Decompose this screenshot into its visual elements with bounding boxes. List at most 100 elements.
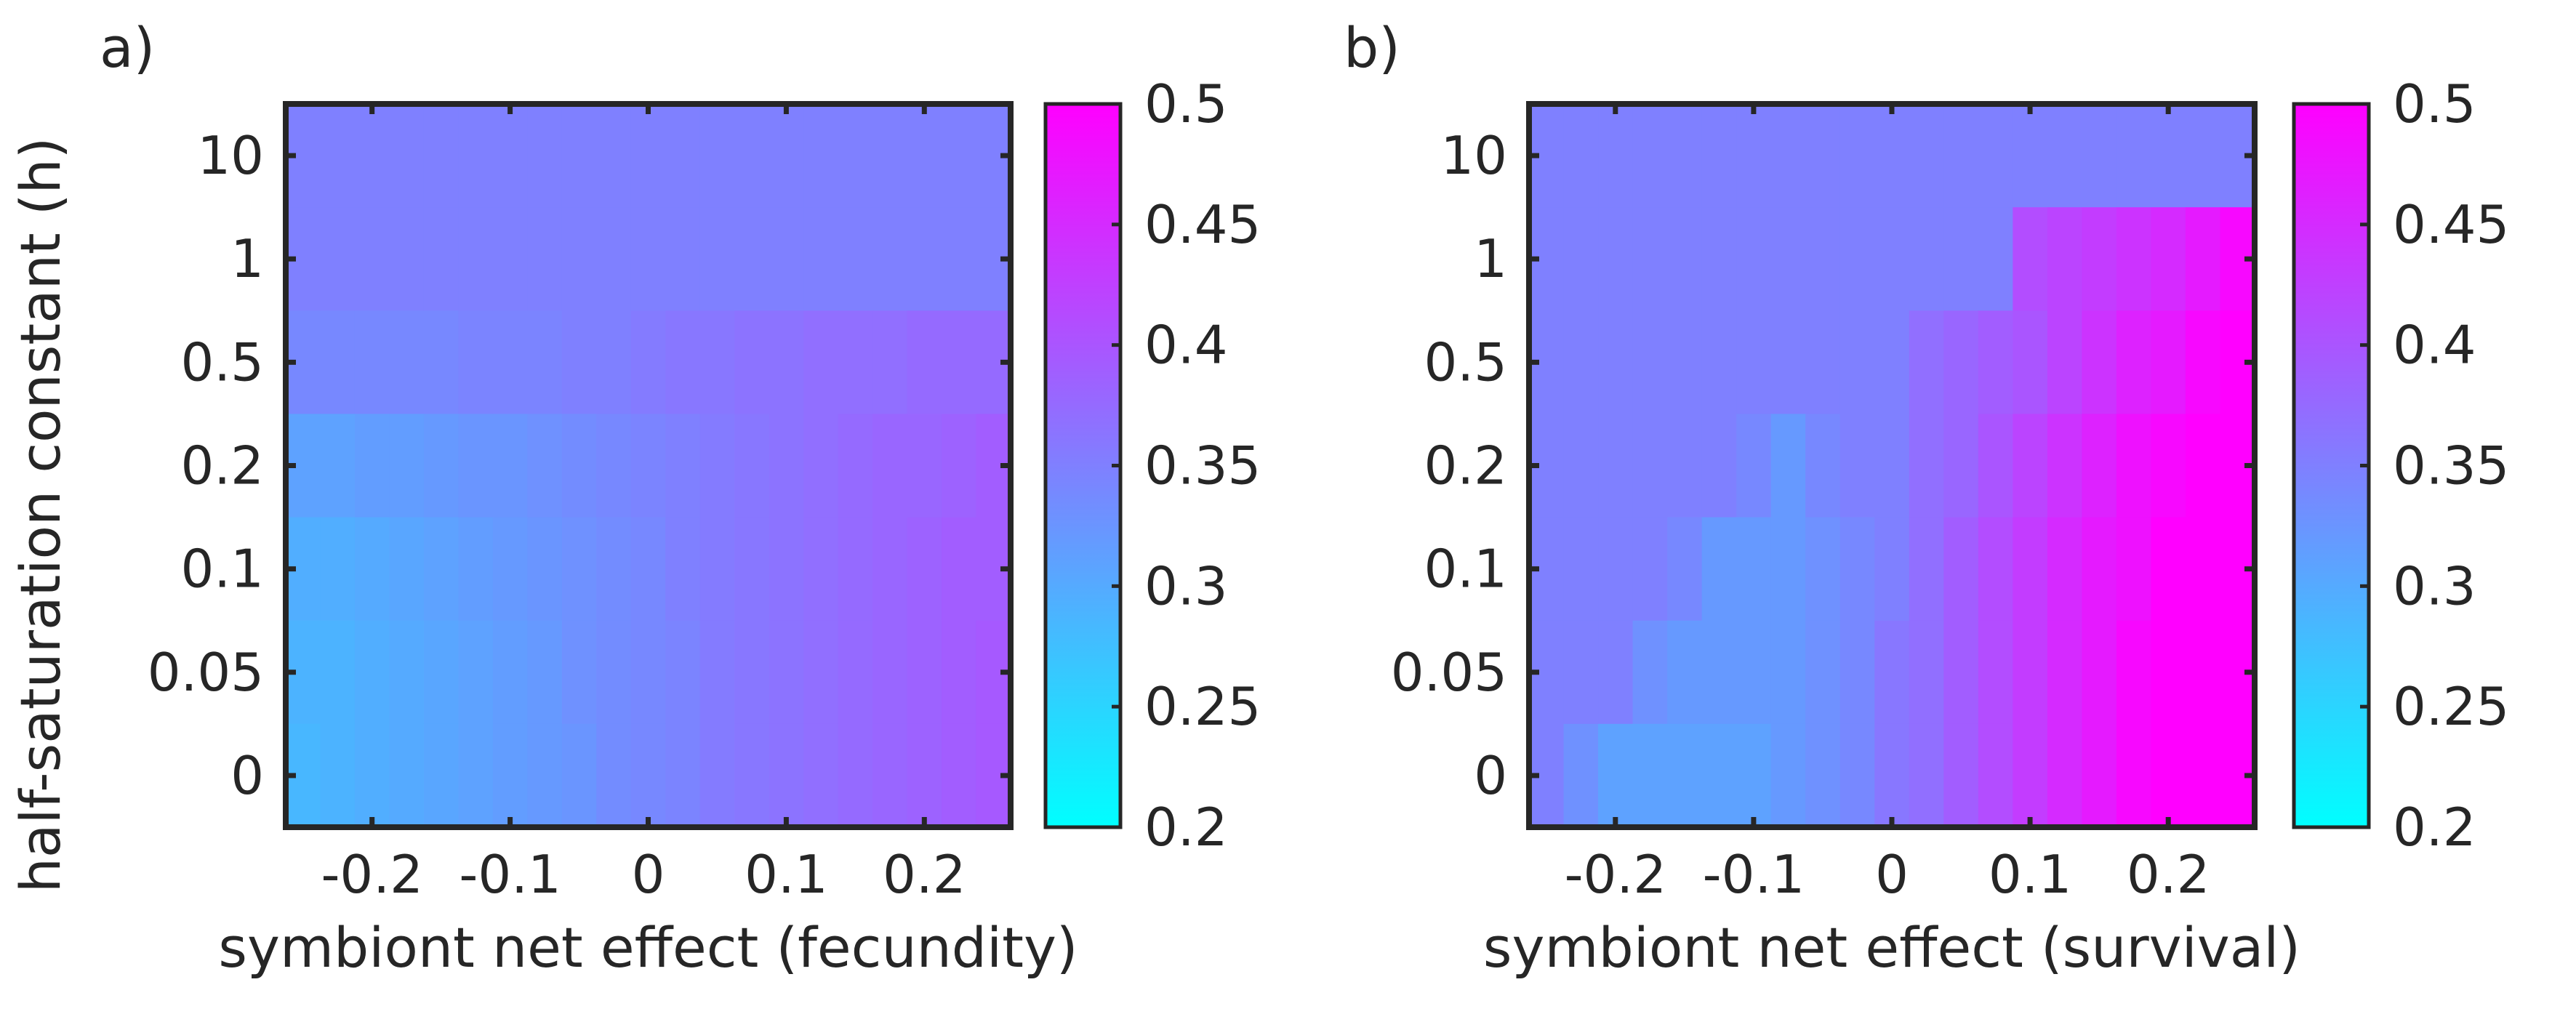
heatmap-cell	[1839, 104, 1876, 208]
heatmap-cell	[942, 517, 977, 621]
heatmap-cell	[699, 620, 735, 725]
heatmap-cell	[803, 207, 839, 312]
heatmap-cell	[2116, 207, 2152, 312]
heatmap-cell	[320, 414, 356, 518]
heatmap-cell	[1701, 104, 1737, 208]
heatmap-cell	[1805, 207, 1841, 312]
heatmap-cell	[1839, 620, 1876, 725]
heatmap-cell	[734, 414, 770, 518]
heatmap-cell	[389, 207, 425, 312]
heatmap-cell	[665, 414, 701, 518]
heatmap-cell	[1943, 414, 1979, 518]
heatmap-cell	[1839, 207, 1876, 312]
heatmap-cell	[838, 517, 873, 621]
heatmap-cell	[907, 104, 942, 208]
heatmap-cell	[1736, 517, 1772, 621]
colorbar-tick-label: 0.3	[1144, 555, 1228, 616]
heatmap-cell	[527, 723, 563, 828]
heatmap-cell	[2185, 517, 2221, 621]
heatmap-cell	[665, 310, 701, 415]
heatmap-cell	[665, 620, 701, 725]
heatmap-cell	[769, 620, 804, 725]
heatmap-cell	[354, 517, 390, 621]
heatmap-cell	[458, 620, 494, 725]
heatmap-cell	[527, 104, 563, 208]
heatmap-cell	[320, 620, 356, 725]
heatmap-cell	[665, 517, 701, 621]
heatmap-cell	[1563, 310, 1599, 415]
heatmap-cell	[561, 207, 598, 312]
y-tick-label: 0.05	[148, 642, 264, 703]
heatmap-cell	[561, 723, 598, 828]
heatmap-cell	[492, 723, 529, 828]
heatmap-cell	[734, 310, 770, 415]
x-tick-label: 0.2	[883, 844, 966, 905]
heatmap-cell	[1563, 104, 1599, 208]
heatmap-cell	[1598, 620, 1634, 725]
heatmap-cell	[320, 207, 356, 312]
heatmap-cell	[1978, 414, 2014, 518]
heatmap-cell	[1667, 414, 1703, 518]
heatmap-cell	[803, 723, 839, 828]
heatmap-cell	[2013, 517, 2048, 621]
heatmap-cell	[2013, 620, 2048, 725]
heatmap-cell	[1943, 620, 1979, 725]
heatmap-cell	[2116, 104, 2152, 208]
heatmap-cell	[2013, 207, 2048, 312]
heatmap-cells	[1529, 104, 2255, 828]
heatmap-cell	[2047, 620, 2083, 725]
heatmap-cell	[1770, 207, 1806, 312]
heatmap-cell	[1839, 723, 1876, 828]
heatmap-cell	[2047, 104, 2083, 208]
heatmap-cell	[872, 620, 908, 725]
heatmap-cells	[286, 104, 1011, 828]
heatmap-cell	[1874, 414, 1910, 518]
x-tick-label: 0.1	[1989, 844, 2072, 905]
heatmap-cell	[1770, 517, 1806, 621]
heatmap-cell	[389, 620, 425, 725]
heatmap-cell	[2082, 620, 2117, 725]
heatmap-cell	[1839, 517, 1876, 621]
heatmap-cell	[1839, 414, 1876, 518]
heatmap-cell	[1563, 414, 1599, 518]
heatmap-cell	[423, 517, 460, 621]
heatmap-cell	[1770, 104, 1806, 208]
heatmap-cell	[561, 414, 598, 518]
colorbar-tick-label: 0.45	[2393, 194, 2509, 255]
heatmap-cell	[596, 310, 632, 415]
heatmap-cell	[838, 723, 873, 828]
heatmap-cell	[492, 310, 529, 415]
heatmap-cell	[1874, 310, 1910, 415]
heatmap-cell	[838, 310, 873, 415]
colorbar-tick-label: 0.2	[1144, 797, 1228, 858]
heatmap-cell	[699, 723, 735, 828]
heatmap-cell	[1598, 104, 1634, 208]
heatmap-cell	[803, 620, 839, 725]
panel-b: -0.2 -0.1 0 0.1 0.2 10 1 0.5 0.2 0.1 0.05 0 symbiont…	[1344, 15, 2509, 980]
heatmap-cell	[665, 104, 701, 208]
heatmap-cell	[1770, 620, 1806, 725]
heatmap-cell	[2151, 723, 2186, 828]
heatmap-cell	[1563, 620, 1599, 725]
heatmap-cell	[803, 517, 839, 621]
heatmap-cell	[1736, 620, 1772, 725]
heatmap-cell	[2151, 104, 2186, 208]
heatmap-cell	[561, 620, 598, 725]
heatmap-cell	[1667, 104, 1703, 208]
y-tick-label: 0.5	[1424, 331, 1507, 393]
heatmap-cell	[1632, 723, 1668, 828]
heatmap-cell	[1563, 517, 1599, 621]
heatmap-cell	[734, 207, 770, 312]
heatmap-cell	[769, 104, 804, 208]
heatmap-cell	[1943, 207, 1979, 312]
heatmap-cell	[1598, 723, 1634, 828]
y-axis-label: half-saturation constant (h)	[8, 137, 73, 893]
heatmap-cell	[1909, 310, 1945, 415]
heatmap-cell	[596, 104, 632, 208]
heatmap-cell	[699, 310, 735, 415]
heatmap-cell	[2116, 517, 2152, 621]
heatmap-cell	[803, 104, 839, 208]
colorbar-tick-label: 0.45	[1144, 194, 1261, 255]
heatmap-cell	[1943, 723, 1979, 828]
heatmap-cell	[1667, 620, 1703, 725]
